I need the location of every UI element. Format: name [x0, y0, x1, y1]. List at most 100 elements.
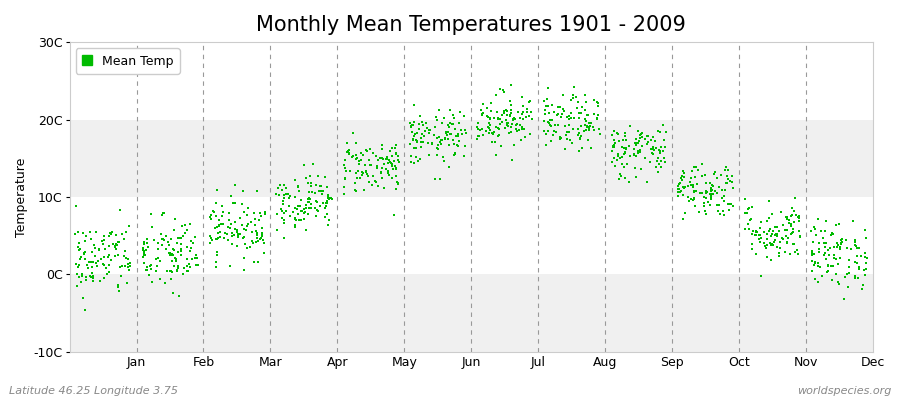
- Point: [409, 137, 423, 143]
- Point: [675, 176, 689, 183]
- Point: [302, 211, 316, 218]
- Point: [521, 99, 535, 106]
- Point: [441, 122, 455, 129]
- Point: [109, 232, 123, 238]
- Point: [301, 180, 315, 186]
- Point: [138, 248, 152, 255]
- Point: [726, 203, 741, 209]
- Point: [212, 223, 226, 229]
- Point: [112, 206, 127, 213]
- Point: [515, 110, 529, 117]
- Point: [617, 148, 632, 155]
- Point: [118, 263, 132, 269]
- Point: [163, 250, 177, 256]
- Point: [82, 258, 96, 265]
- Point: [120, 279, 134, 286]
- Point: [315, 191, 329, 197]
- Point: [514, 136, 528, 143]
- Point: [308, 189, 322, 196]
- Point: [784, 221, 798, 228]
- Point: [543, 122, 557, 128]
- Point: [140, 240, 154, 246]
- Point: [692, 209, 706, 216]
- Point: [827, 255, 842, 262]
- Point: [188, 252, 202, 259]
- Point: [548, 129, 562, 136]
- Point: [253, 236, 267, 242]
- Point: [654, 158, 669, 164]
- Point: [428, 124, 442, 130]
- Point: [411, 121, 426, 128]
- Point: [171, 265, 185, 271]
- Point: [583, 120, 598, 126]
- Point: [297, 162, 311, 168]
- Point: [274, 187, 289, 194]
- Point: [581, 120, 596, 126]
- Point: [623, 153, 637, 160]
- Point: [457, 113, 472, 120]
- Point: [321, 196, 336, 202]
- Point: [254, 234, 268, 241]
- Point: [301, 196, 315, 202]
- Point: [162, 251, 176, 258]
- Point: [270, 227, 284, 233]
- Point: [291, 184, 305, 190]
- Point: [322, 217, 337, 224]
- Point: [617, 145, 632, 152]
- Point: [511, 109, 526, 115]
- Point: [191, 261, 205, 268]
- Point: [240, 212, 255, 218]
- Point: [281, 190, 295, 197]
- Point: [475, 110, 490, 116]
- Point: [235, 222, 249, 228]
- Point: [761, 198, 776, 204]
- Point: [250, 232, 265, 238]
- Point: [237, 254, 251, 261]
- Point: [760, 242, 774, 249]
- Point: [144, 210, 158, 217]
- Point: [587, 126, 601, 133]
- Point: [473, 106, 488, 113]
- Point: [752, 225, 767, 231]
- Point: [175, 241, 189, 248]
- Point: [361, 173, 375, 179]
- Point: [310, 173, 325, 180]
- Point: [697, 194, 711, 200]
- Point: [762, 215, 777, 222]
- Point: [76, 251, 91, 257]
- Point: [491, 116, 505, 122]
- Point: [611, 131, 625, 137]
- Point: [474, 125, 489, 132]
- Point: [171, 263, 185, 270]
- Point: [482, 127, 497, 133]
- Point: [358, 162, 373, 168]
- Point: [221, 236, 236, 243]
- Point: [383, 148, 398, 154]
- Point: [85, 263, 99, 270]
- Point: [687, 195, 701, 202]
- Point: [357, 186, 372, 193]
- Point: [257, 208, 272, 215]
- Point: [309, 198, 323, 204]
- Point: [86, 259, 101, 265]
- Point: [499, 116, 513, 123]
- Point: [155, 242, 169, 248]
- Point: [299, 174, 313, 181]
- Point: [607, 142, 621, 149]
- Point: [500, 120, 515, 126]
- Point: [452, 138, 466, 144]
- Point: [634, 147, 648, 153]
- Point: [274, 206, 288, 212]
- Point: [158, 210, 172, 216]
- Point: [724, 172, 739, 179]
- Point: [580, 112, 594, 118]
- Point: [165, 269, 179, 276]
- Point: [257, 240, 272, 246]
- Point: [830, 239, 844, 246]
- Point: [721, 201, 735, 208]
- Point: [182, 261, 196, 267]
- Point: [183, 264, 197, 270]
- Point: [369, 153, 383, 159]
- Point: [487, 115, 501, 122]
- Point: [752, 231, 767, 238]
